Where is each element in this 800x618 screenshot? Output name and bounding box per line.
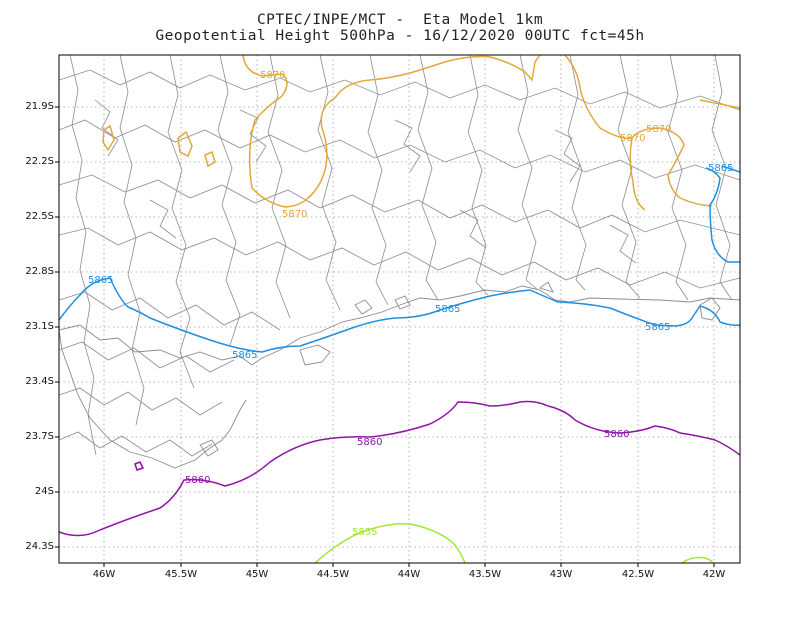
- lon-label: 45W: [245, 569, 269, 580]
- map-title: CPTEC/INPE/MCT - Eta Model 1km: [256, 12, 544, 28]
- lon-label: 44W: [397, 569, 421, 580]
- lat-label: 22.2S: [25, 156, 54, 167]
- contour-label-5865: 5865: [232, 350, 257, 361]
- lat-label: 24.3S: [25, 541, 54, 552]
- contour-label-5855: 5855: [352, 527, 377, 538]
- contour-label-5865: 5865: [88, 275, 113, 286]
- contour-label-5860: 5860: [604, 429, 629, 440]
- contour-5870: [102, 55, 740, 211]
- axis-ticks: [55, 106, 715, 567]
- lon-label: 43.5W: [468, 569, 502, 580]
- lat-label: 22.8S: [25, 266, 54, 277]
- contour-5855: [314, 522, 713, 563]
- lon-label: 46W: [92, 569, 116, 580]
- lat-label: 21.9S: [25, 101, 54, 112]
- lat-label: 23.7S: [25, 431, 54, 442]
- municipal-boundaries: [59, 55, 740, 457]
- lon-label: 44.5W: [316, 569, 350, 580]
- contour-label-5870: 5870: [646, 124, 671, 135]
- lat-label: 22.5S: [25, 211, 54, 222]
- lon-label: 42W: [702, 569, 726, 580]
- contour-label-5865: 5865: [708, 163, 733, 174]
- lon-label: 42.5W: [621, 569, 655, 580]
- map-subtitle: Geopotential Height 500hPa - 16/12/2020 …: [155, 28, 645, 44]
- map-frame: [58, 54, 741, 564]
- lat-label: 23.4S: [25, 376, 54, 387]
- contour-label-5870: 5870: [282, 209, 307, 220]
- lon-label: 43W: [549, 569, 573, 580]
- lat-label: 24S: [34, 486, 54, 497]
- contour-5865: [59, 165, 740, 353]
- lon-label: 45.5W: [164, 569, 198, 580]
- coastline: [59, 281, 740, 469]
- contour-label-5860: 5860: [185, 475, 210, 486]
- contour-label-5860: 5860: [357, 437, 382, 448]
- contour-label-5870: 5870: [260, 70, 285, 81]
- contour-label-5865: 5865: [645, 322, 670, 333]
- contour-label-5865: 5865: [435, 304, 460, 315]
- contour-label-5870: 5870: [620, 133, 645, 144]
- contour-5860: [59, 400, 740, 537]
- lat-label: 23.1S: [25, 321, 54, 332]
